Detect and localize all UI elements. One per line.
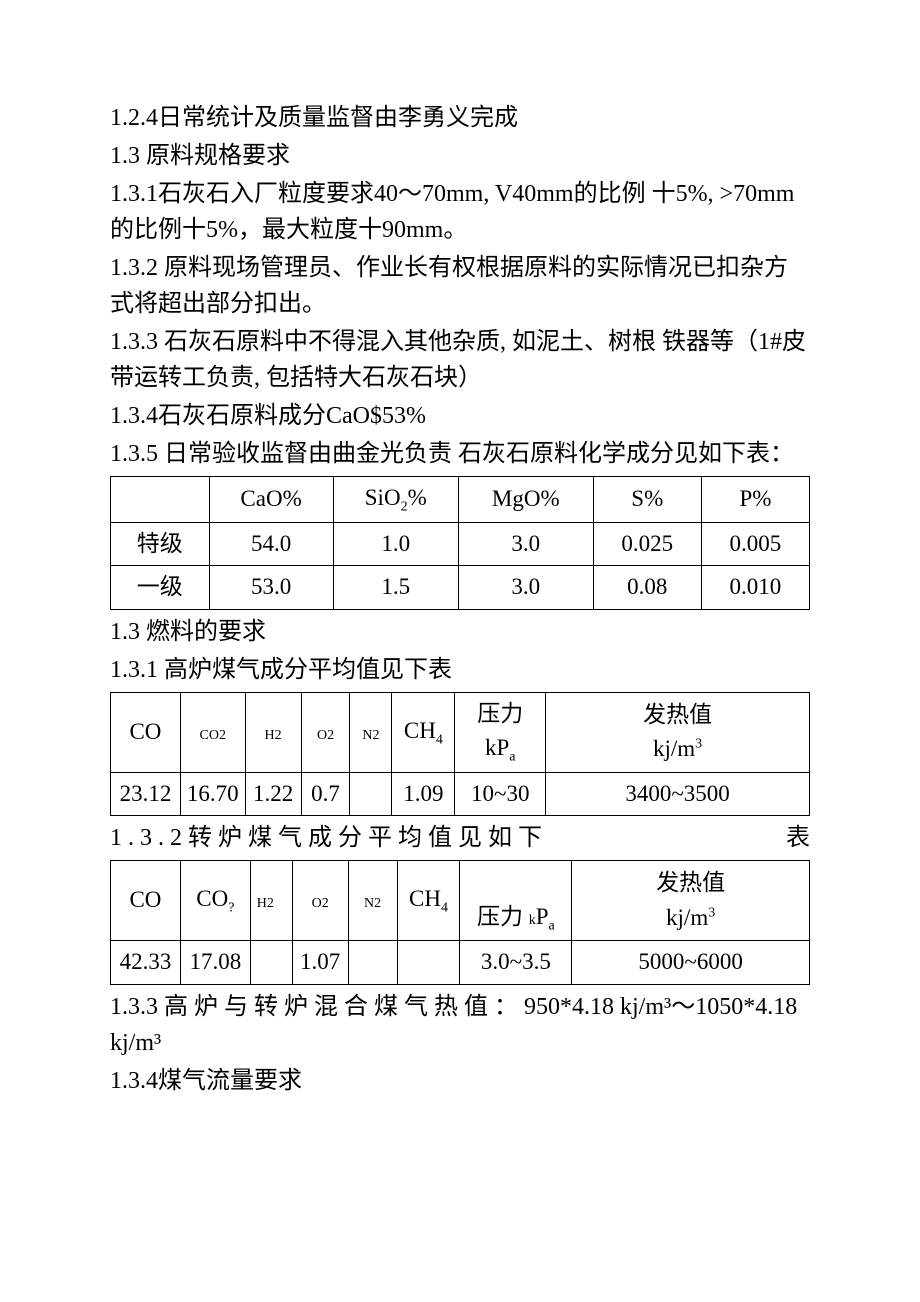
table-cell: 1.0 xyxy=(333,522,458,566)
table-cell: 3.0 xyxy=(458,566,593,610)
table-cell: 1.22 xyxy=(245,772,301,816)
table-cell: 发热值kj/m3 xyxy=(572,861,810,941)
table-cell: CH4 xyxy=(397,861,460,941)
table-row: 特级 54.0 1.0 3.0 0.025 0.005 xyxy=(111,522,810,566)
table-cell: S% xyxy=(593,477,701,523)
table-row-header: CaO% SiO2% MgO% S% P% xyxy=(111,477,810,523)
table-cell: 53.0 xyxy=(209,566,333,610)
para-1-3-1: 1.3.1石灰石入厂粒度要求40〜70mm, V40mm的比例 十5%, >70… xyxy=(110,176,810,248)
blast-furnace-gas-table: CO CO2 H2 O2 N2 CH4 压力kPa 发热值kj/m3 23.12… xyxy=(110,692,810,817)
table-cell: MgO% xyxy=(458,477,593,523)
table-cell xyxy=(397,941,460,985)
para-1-3-fuel: 1.3 燃料的要求 xyxy=(110,614,810,650)
table-row-header: CO CO? H2 O2 N2 CH4 压力 kPa 发热值kj/m3 xyxy=(111,861,810,941)
para-1-3-2: 1.3.2 原料现场管理员、作业长有权根据原料的实际情况已扣杂方式将超出部分扣出… xyxy=(110,250,810,322)
table-cell: 一级 xyxy=(111,566,210,610)
table-row-header: CO CO2 H2 O2 N2 CH4 压力kPa 发热值kj/m3 xyxy=(111,692,810,772)
table-row: 42.33 17.08 1.07 3.0~3.5 5000~6000 xyxy=(111,941,810,985)
table-cell: CO? xyxy=(180,861,250,941)
table-cell: 42.33 xyxy=(111,941,181,985)
para-1-3-1-gas: 1.3.1 高炉煤气成分平均值见下表 xyxy=(110,652,810,688)
limestone-composition-table: CaO% SiO2% MgO% S% P% 特级 54.0 1.0 3.0 0.… xyxy=(110,476,810,610)
table-cell: 0.005 xyxy=(701,522,809,566)
table-cell: 发热值kj/m3 xyxy=(546,692,810,772)
table-row: 一级 53.0 1.5 3.0 0.08 0.010 xyxy=(111,566,810,610)
table-cell: 1.5 xyxy=(333,566,458,610)
table-cell: 10~30 xyxy=(455,772,546,816)
table-cell: 0.010 xyxy=(701,566,809,610)
table-cell: 3.0~3.5 xyxy=(460,941,572,985)
table-cell xyxy=(348,941,397,985)
table-cell: CH4 xyxy=(392,692,455,772)
table-cell: 23.12 xyxy=(111,772,181,816)
para-1-3-4: 1.3.4石灰石原料成分CaO$53% xyxy=(110,398,810,434)
table-cell: 54.0 xyxy=(209,522,333,566)
table-cell: 3400~3500 xyxy=(546,772,810,816)
table-cell: 5000~6000 xyxy=(572,941,810,985)
table-cell: 17.08 xyxy=(180,941,250,985)
para-1-3-2-converter: 1 . 3 . 2 转 炉 煤 气 成 分 平 均 值 见 如 下 表 xyxy=(110,820,810,856)
converter-gas-table: CO CO? H2 O2 N2 CH4 压力 kPa 发热值kj/m3 42.3… xyxy=(110,860,810,985)
para-1-3-5: 1.3.5 日常验收监督由曲金光负责 石灰石原料化学成分见如下表： xyxy=(110,436,810,472)
para-1-3-3-mixed: 1.3.3 高 炉 与 转 炉 混 合 煤 气 热 值 ： 950*4.18 k… xyxy=(110,989,810,1061)
table-cell: 0.025 xyxy=(593,522,701,566)
table-cell: CO2 xyxy=(180,692,245,772)
table-cell: CO xyxy=(111,692,181,772)
table-cell: 0.7 xyxy=(301,772,350,816)
table-cell: 1.07 xyxy=(292,941,348,985)
table-cell: 压力kPa xyxy=(455,692,546,772)
table-cell xyxy=(111,477,210,523)
table-cell: O2 xyxy=(292,861,348,941)
table-row: 23.12 16.70 1.22 0.7 1.09 10~30 3400~350… xyxy=(111,772,810,816)
table-cell: 压力 kPa xyxy=(460,861,572,941)
table-cell: N2 xyxy=(348,861,397,941)
table-cell: CO xyxy=(111,861,181,941)
table-cell: H2 xyxy=(250,861,292,941)
table-cell: H2 xyxy=(245,692,301,772)
table-cell: CaO% xyxy=(209,477,333,523)
table-cell: 特级 xyxy=(111,522,210,566)
para-1-3: 1.3 原料规格要求 xyxy=(110,138,810,174)
table-cell: 16.70 xyxy=(180,772,245,816)
para-1-3-4-flow: 1.3.4煤气流量要求 xyxy=(110,1063,810,1099)
table-cell: 1.09 xyxy=(392,772,455,816)
para-1-2-4: 1.2.4日常统计及质量监督由李勇义完成 xyxy=(110,100,810,136)
table-cell: O2 xyxy=(301,692,350,772)
table-cell: P% xyxy=(701,477,809,523)
table-cell: 0.08 xyxy=(593,566,701,610)
para-1-3-3: 1.3.3 石灰石原料中不得混入其他杂质, 如泥土、树根 铁器等（1#皮带运转工… xyxy=(110,324,810,396)
table-cell: SiO2% xyxy=(333,477,458,523)
table-cell xyxy=(350,772,392,816)
table-cell: N2 xyxy=(350,692,392,772)
table-cell: 3.0 xyxy=(458,522,593,566)
table-cell xyxy=(250,941,292,985)
